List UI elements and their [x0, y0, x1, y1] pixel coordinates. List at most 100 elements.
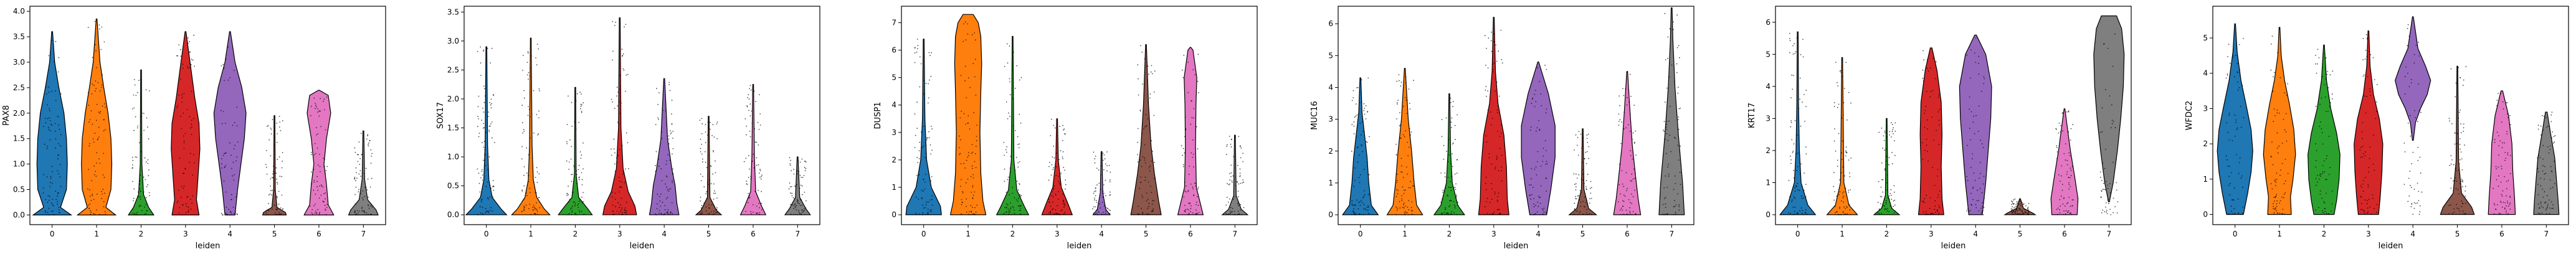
violin-panel-pax8: 0.00.51.01.52.02.53.03.54.00 1 2 3 4 5 6 7leide…	[2, 6, 386, 251]
jitter-point	[317, 189, 319, 191]
jitter-point	[1017, 166, 1019, 168]
jitter-point	[2368, 167, 2370, 169]
jitter-point	[233, 179, 235, 181]
jitter-point	[1834, 213, 1836, 215]
jitter-point	[804, 208, 806, 210]
jitter-point	[96, 209, 97, 211]
jitter-point	[1850, 189, 1851, 190]
jitter-point	[278, 116, 280, 118]
violin-1	[76, 18, 117, 216]
jitter-point	[1238, 213, 1240, 215]
jitter-point	[1630, 155, 1632, 157]
jitter-point	[323, 157, 325, 159]
jitter-point	[1492, 213, 1494, 215]
jitter-point	[316, 147, 318, 149]
jitter-point	[105, 213, 107, 215]
jitter-point	[1146, 214, 1148, 215]
jitter-point	[1049, 202, 1050, 203]
jitter-point	[1626, 190, 1627, 192]
jitter-point	[132, 164, 133, 166]
jitter-point	[55, 131, 56, 132]
jitter-point	[484, 149, 486, 151]
jitter-point	[1188, 212, 1190, 214]
jitter-point	[2065, 213, 2066, 215]
jitter-point	[50, 123, 52, 125]
jitter-point	[2329, 174, 2330, 175]
jitter-point	[2069, 212, 2071, 214]
jitter-point	[236, 194, 238, 195]
jitter-point	[749, 195, 750, 197]
jitter-point	[2235, 136, 2236, 137]
jitter-point	[1007, 179, 1009, 180]
jitter-point	[1584, 196, 1585, 198]
jitter-point	[2361, 187, 2363, 188]
jitter-point	[970, 175, 972, 177]
jitter-point	[45, 86, 47, 88]
jitter-point	[1449, 205, 1451, 206]
jitter-point	[793, 173, 795, 175]
jitter-point	[1009, 167, 1011, 169]
jitter-point	[570, 158, 572, 160]
jitter-point	[2362, 156, 2364, 158]
jitter-point	[756, 142, 758, 143]
x-tick-label: 7	[2106, 230, 2111, 238]
jitter-point	[2284, 180, 2286, 182]
jitter-point	[522, 132, 523, 134]
violin-3	[1918, 47, 1944, 215]
jitter-point	[655, 124, 657, 126]
jitter-point	[665, 110, 667, 111]
jitter-point	[713, 205, 715, 207]
jitter-point	[1103, 159, 1104, 161]
jitter-point	[712, 150, 714, 152]
jitter-point	[1544, 140, 1546, 142]
jitter-point	[183, 142, 185, 144]
jitter-point	[1676, 14, 1678, 16]
jitter-point	[141, 210, 143, 212]
jitter-point	[795, 213, 796, 215]
jitter-point	[1535, 130, 1537, 132]
violin-1	[2263, 27, 2296, 215]
jitter-point	[1440, 172, 1442, 174]
jitter-point	[1984, 197, 1985, 199]
jitter-point	[1891, 207, 1893, 209]
jitter-point	[1351, 100, 1353, 101]
jitter-point	[2021, 211, 2023, 212]
jitter-point	[926, 202, 928, 203]
jitter-point	[1457, 204, 1459, 206]
jitter-point	[180, 55, 182, 57]
jitter-point	[2461, 179, 2463, 180]
jitter-point	[234, 210, 236, 212]
jitter-point	[2317, 49, 2319, 50]
jitter-point	[521, 189, 523, 191]
jitter-point	[916, 101, 918, 103]
jitter-point	[51, 32, 53, 34]
violin-4	[213, 31, 247, 216]
jitter-point	[1008, 211, 1010, 213]
jitter-point	[311, 183, 312, 185]
jitter-point	[266, 210, 268, 211]
jitter-point	[1446, 151, 1448, 152]
jitter-point	[521, 105, 523, 106]
jitter-point	[1485, 89, 1486, 91]
violin-2	[1433, 93, 1465, 215]
jitter-point	[2332, 70, 2334, 72]
jitter-point	[1790, 126, 1792, 128]
jitter-point	[927, 102, 929, 104]
jitter-point	[974, 153, 976, 154]
jitter-point	[58, 212, 60, 213]
jitter-point	[1586, 151, 1588, 152]
jitter-point	[566, 141, 568, 143]
jitter-point	[2448, 118, 2450, 119]
jitter-point	[1054, 127, 1056, 129]
jitter-point	[1893, 200, 1894, 202]
jitter-point	[931, 204, 933, 206]
jitter-point	[960, 163, 962, 164]
jitter-point	[628, 168, 629, 169]
jitter-point	[972, 207, 973, 208]
jitter-point	[1109, 179, 1111, 181]
jitter-point	[2418, 190, 2420, 192]
jitter-point	[1109, 191, 1111, 193]
jitter-point	[1356, 114, 1358, 116]
jitter-point	[1844, 175, 1845, 177]
jitter-point	[658, 92, 660, 94]
